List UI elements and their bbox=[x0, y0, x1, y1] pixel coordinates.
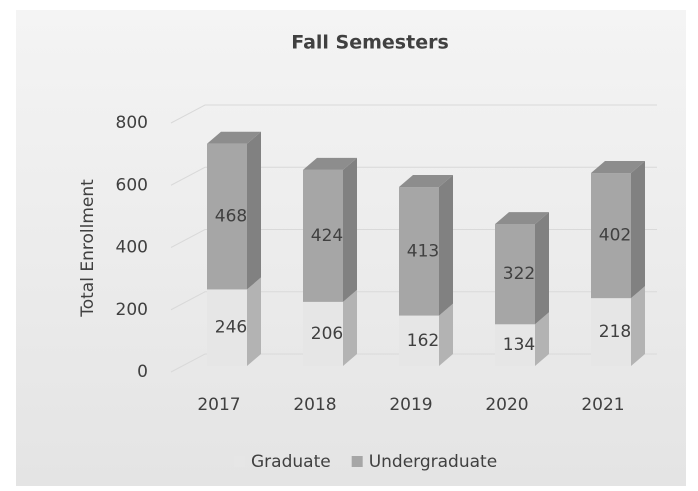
y-tick-label: 200 bbox=[116, 300, 148, 320]
bar-side bbox=[343, 157, 357, 302]
bar-segment bbox=[495, 224, 535, 325]
legend-label: Graduate bbox=[251, 452, 331, 472]
bar-side bbox=[247, 131, 261, 290]
bar-segment bbox=[591, 173, 631, 299]
legend-swatch bbox=[234, 456, 245, 467]
bar-side bbox=[247, 277, 261, 366]
data-label: 413 bbox=[407, 241, 439, 261]
bar-side bbox=[439, 303, 453, 366]
bar-side bbox=[631, 286, 645, 366]
data-label: 424 bbox=[311, 226, 343, 246]
x-tick-label: 2018 bbox=[293, 395, 336, 415]
bar-segment bbox=[207, 143, 247, 290]
data-label: 246 bbox=[215, 318, 247, 338]
data-label: 162 bbox=[407, 331, 439, 351]
y-tick-label: 800 bbox=[116, 113, 148, 133]
grid-line bbox=[170, 166, 657, 186]
legend-swatch bbox=[351, 456, 363, 467]
data-label: 206 bbox=[311, 324, 343, 344]
x-tick-label: 2017 bbox=[197, 395, 240, 415]
bar-segment bbox=[399, 187, 439, 316]
bar-side bbox=[631, 161, 645, 299]
x-tick-label: 2020 bbox=[485, 395, 528, 415]
data-label: 134 bbox=[503, 335, 535, 355]
bar-top bbox=[399, 175, 453, 188]
bar-segment bbox=[207, 289, 247, 366]
data-label: 322 bbox=[503, 264, 535, 284]
bar-side bbox=[343, 289, 357, 366]
y-tick-label: 0 bbox=[137, 362, 148, 382]
data-label: 468 bbox=[215, 207, 247, 227]
bar-side bbox=[535, 212, 549, 325]
chart-title: Fall Semesters bbox=[291, 32, 449, 54]
bar-segment bbox=[399, 315, 439, 366]
bar-segment bbox=[591, 298, 631, 366]
legend-label: Undergraduate bbox=[369, 452, 497, 472]
grid-line bbox=[170, 104, 657, 124]
data-label: 218 bbox=[599, 322, 631, 342]
bar-side bbox=[439, 175, 453, 316]
x-tick-label: 2019 bbox=[389, 395, 432, 415]
y-tick-label: 600 bbox=[116, 175, 148, 195]
bar-segment bbox=[495, 324, 535, 366]
data-label: 402 bbox=[599, 226, 631, 246]
x-tick-label: 2021 bbox=[581, 395, 624, 415]
bar-segment bbox=[303, 169, 343, 302]
y-tick-label: 400 bbox=[116, 238, 148, 258]
bar-top bbox=[207, 131, 261, 144]
bar-top bbox=[303, 157, 357, 170]
y-axis-label: Total Enrollment bbox=[78, 179, 98, 318]
bar-side bbox=[535, 312, 549, 366]
bar-top bbox=[495, 212, 549, 225]
bar-top bbox=[591, 161, 645, 174]
bar-segment bbox=[303, 301, 343, 366]
